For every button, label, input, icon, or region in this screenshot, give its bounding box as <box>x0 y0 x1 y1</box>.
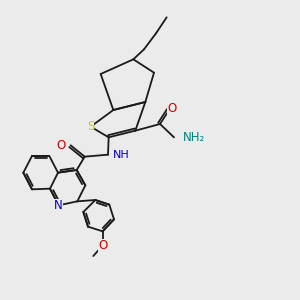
Text: O: O <box>56 139 66 152</box>
Text: N: N <box>54 199 63 212</box>
Text: O: O <box>167 102 177 115</box>
Text: NH₂: NH₂ <box>183 131 205 144</box>
Text: O: O <box>98 239 107 252</box>
Text: NH: NH <box>113 150 130 160</box>
Text: S: S <box>87 120 94 133</box>
